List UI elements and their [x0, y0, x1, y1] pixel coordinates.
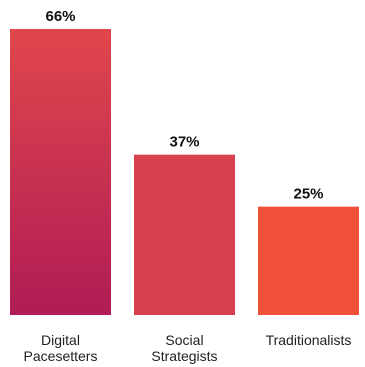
value-label-2: 37%: [169, 134, 199, 151]
category-label-2: Social Strategists: [151, 332, 217, 364]
bar-3: [258, 206, 359, 315]
category-label-3: Traditionalists: [266, 332, 352, 348]
bar-1: [10, 29, 111, 315]
value-label-3: 25%: [293, 186, 323, 203]
category-label-1: Digital Pacesetters: [24, 332, 98, 364]
value-label-1: 66%: [45, 8, 75, 25]
bar-2: [134, 154, 235, 315]
